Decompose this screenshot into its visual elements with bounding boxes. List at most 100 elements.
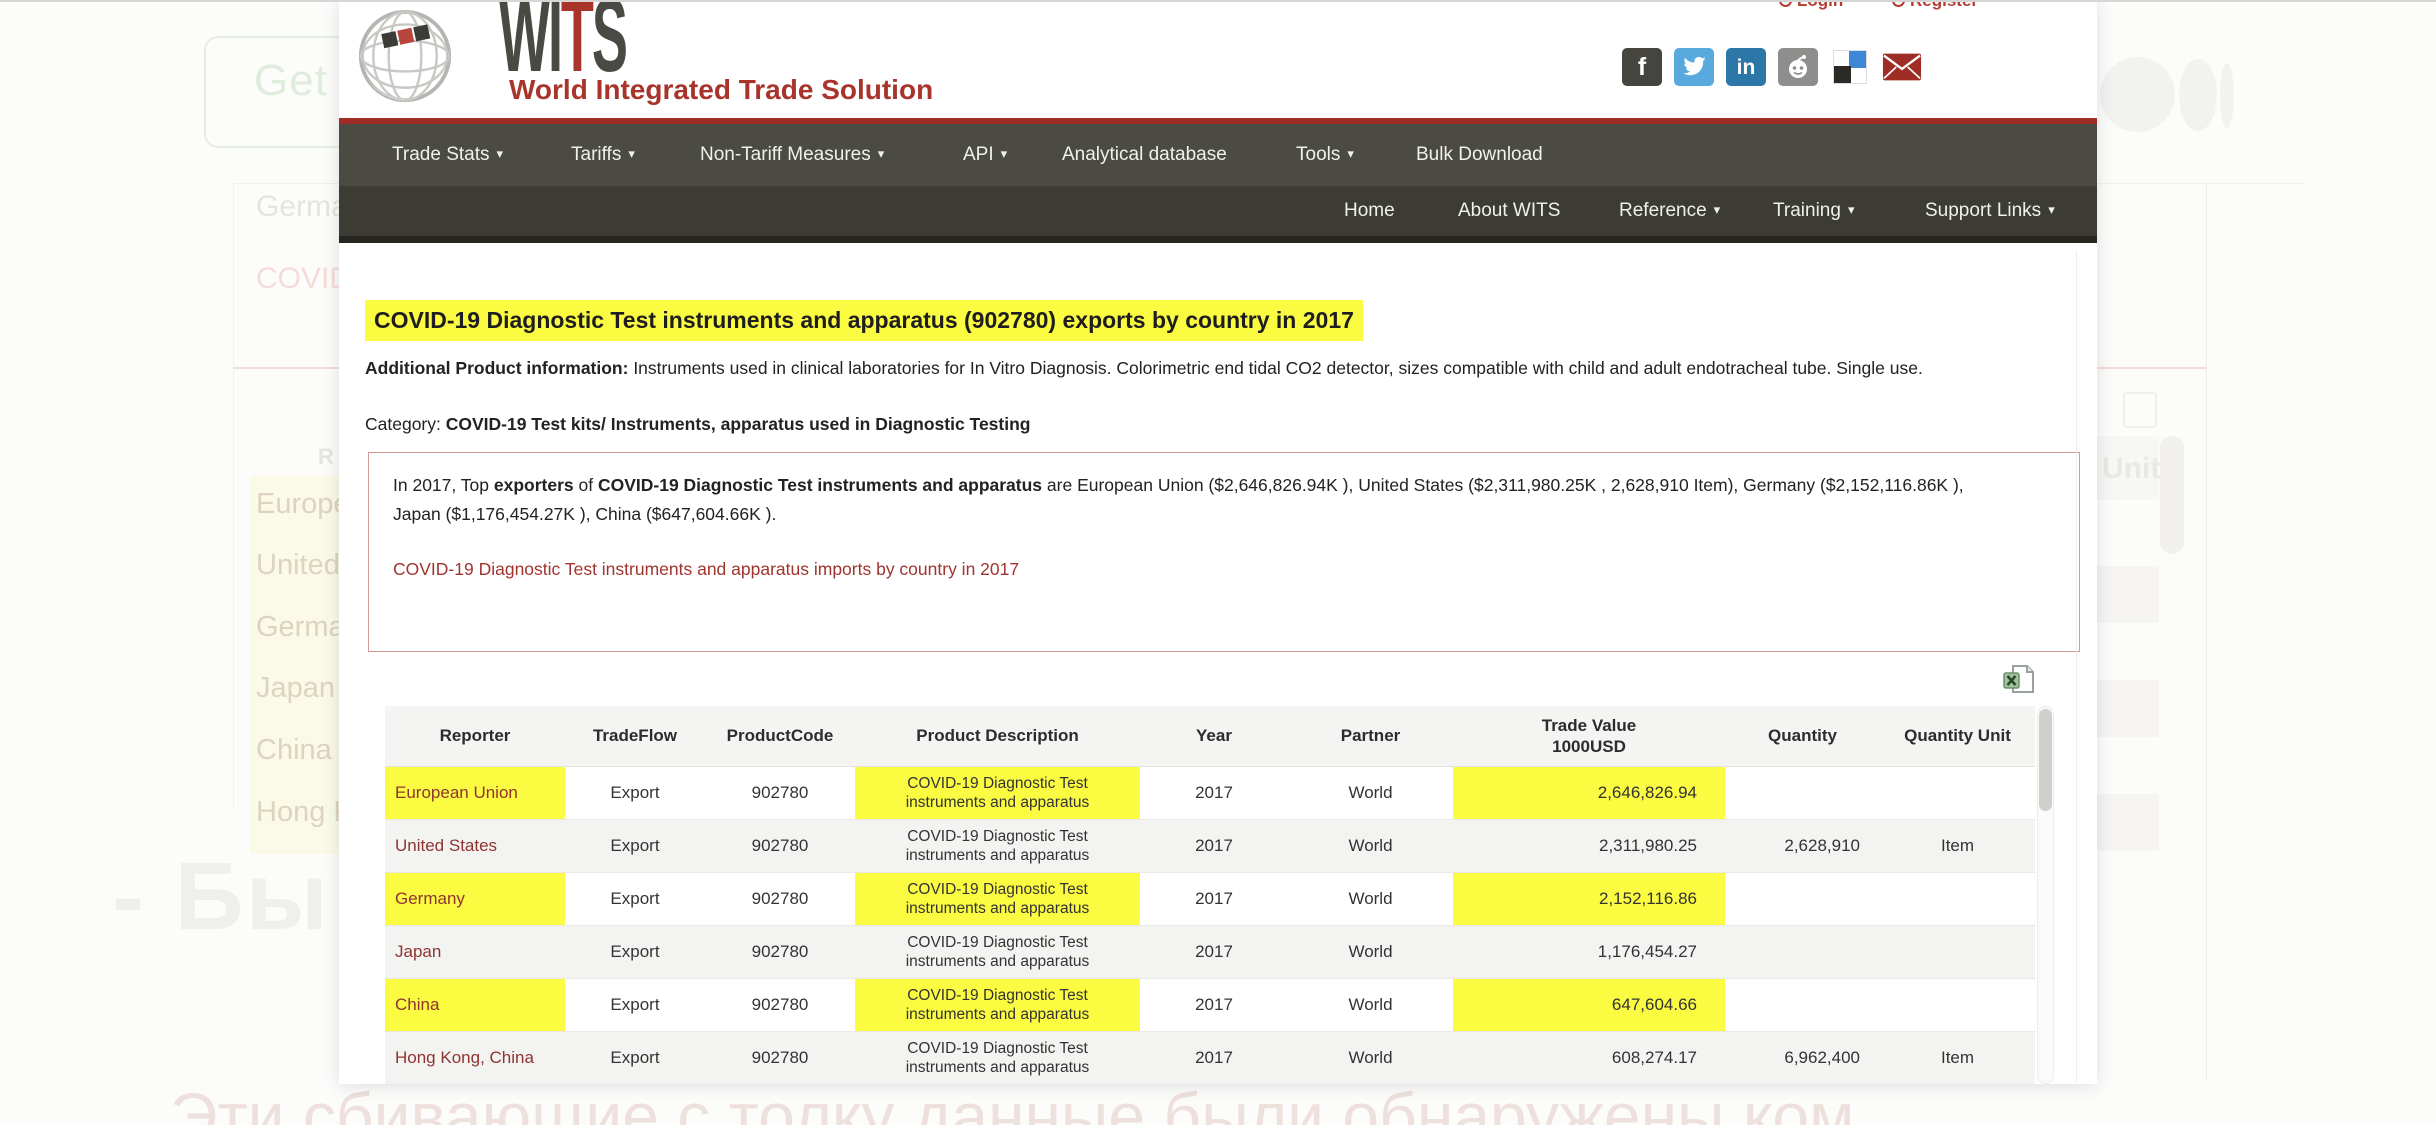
- cell-productcode: 902780: [705, 1031, 855, 1084]
- faded-big-heading: - Бы: [112, 843, 330, 950]
- table-row: European Union Export 902780 COVID-19 Diagn…: [385, 766, 2035, 820]
- register-link[interactable]: Register: [1892, 0, 1978, 11]
- category-label: Category:: [365, 414, 446, 434]
- primary-navbar: Trade Stats ▾ Tariffs ▾ Non-Tariff Measures ▾…: [339, 124, 2097, 186]
- cell-quantity: 2,628,910: [1725, 819, 1880, 873]
- cell-quantity: [1725, 766, 1880, 820]
- cell-description: COVID-19 Diagnostic Test instruments and…: [855, 925, 1140, 979]
- cell-partner: World: [1288, 872, 1453, 926]
- cell-year: 2017: [1140, 872, 1288, 926]
- scrollbar-thumb[interactable]: [2039, 709, 2052, 811]
- chevron-down-icon: ▾: [1713, 202, 1721, 217]
- cell-reporter[interactable]: European Union: [385, 766, 565, 820]
- wits-logo-text: WITS: [499, 0, 628, 94]
- secondary-navbar: Home About WITS Reference ▾ Training ▾ Support…: [339, 186, 2097, 243]
- table-header-row: Reporter TradeFlow ProductCode Product Desc…: [385, 706, 2035, 767]
- cell-quantityunit: [1880, 925, 2035, 979]
- wits-tagline: World Integrated Trade Solution: [509, 74, 934, 105]
- nav-item-about-wits[interactable]: About WITS: [1458, 200, 1561, 221]
- additional-info-label: Additional Product information:: [365, 358, 629, 378]
- email-icon[interactable]: [1882, 48, 1922, 86]
- table-scrollbar[interactable]: [2037, 706, 2054, 1084]
- login-link[interactable]: Login: [1779, 0, 1843, 11]
- cell-partner: World: [1288, 819, 1453, 873]
- delicious-icon[interactable]: [1830, 48, 1870, 86]
- nav-item-api[interactable]: API ▾: [963, 144, 1008, 165]
- nav-item-bulk-download[interactable]: Bulk Download: [1416, 144, 1543, 165]
- cell-description: COVID-19 Diagnostic Test instruments and…: [855, 1031, 1140, 1084]
- category-line: Category: COVID-19 Test kits/ Instrument…: [365, 414, 1030, 435]
- faded-country-fragment: Japan: [256, 672, 336, 704]
- login-icon: [1779, 0, 1792, 7]
- cell-reporter[interactable]: Germany: [385, 872, 565, 926]
- cell-reporter[interactable]: United States: [385, 819, 565, 873]
- column-header-5: Partner: [1288, 706, 1453, 767]
- additional-info-text: Instruments used in clinical laboratorie…: [628, 358, 1923, 378]
- table-row: Japan Export 902780 COVID-19 Diagnostic Tes…: [385, 925, 2035, 979]
- cell-quantityunit: [1880, 872, 2035, 926]
- faded-row-band: [2097, 566, 2159, 623]
- cell-partner: World: [1288, 1031, 1453, 1084]
- nav-item-non-tariff-measures[interactable]: Non-Tariff Measures ▾: [700, 144, 885, 165]
- cell-reporter[interactable]: Japan: [385, 925, 565, 979]
- faded-country-fragment: China: [256, 734, 332, 766]
- column-header-7: Quantity: [1725, 706, 1880, 767]
- cell-quantity: 6,962,400: [1725, 1031, 1880, 1084]
- reddit-icon[interactable]: [1778, 48, 1818, 86]
- additional-product-info: Additional Product information: Instrume…: [365, 356, 1965, 381]
- nav-item-trade-stats[interactable]: Trade Stats ▾: [392, 144, 504, 165]
- cell-reporter[interactable]: China: [385, 978, 565, 1032]
- cell-tradevalue: 2,311,980.25: [1453, 819, 1725, 873]
- chevron-down-icon: ▾: [1347, 146, 1354, 161]
- register-icon: [1892, 0, 1905, 7]
- facebook-icon[interactable]: f: [1622, 48, 1662, 86]
- excel-export-icon[interactable]: [2003, 664, 2035, 694]
- cell-year: 2017: [1140, 925, 1288, 979]
- summary-box: In 2017, Top exporters of COVID-19 Diagn…: [368, 452, 2080, 652]
- faded-unit-text: Unit: [2102, 452, 2161, 485]
- faded-blob-sliver: [2220, 63, 2234, 128]
- cell-tradevalue: 608,274.17: [1453, 1031, 1725, 1084]
- twitter-icon[interactable]: [1674, 48, 1714, 86]
- nav-item-training[interactable]: Training ▾: [1773, 200, 1855, 221]
- column-header-6: Trade Value 1000USD: [1453, 706, 1725, 767]
- table-row: United States Export 902780 COVID-19 Diagno…: [385, 819, 2035, 873]
- nav-item-tools[interactable]: Tools ▾: [1296, 144, 1354, 165]
- chevron-down-icon: ▾: [496, 146, 504, 161]
- table-row: Germany Export 902780 COVID-19 Diagnostic T…: [385, 872, 2035, 926]
- faded-country-fragment: Hong K: [256, 796, 353, 828]
- cell-productcode: 902780: [705, 978, 855, 1032]
- cell-year: 2017: [1140, 819, 1288, 873]
- wits-page-screenshot: Login Register WITS World Integrated Tra…: [339, 0, 2097, 1084]
- nav-item-analytical-database[interactable]: Analytical database: [1062, 144, 1227, 165]
- faded-blob-ellipse: [2179, 59, 2217, 131]
- chevron-down-icon: ▾: [1847, 202, 1855, 217]
- nav-item-home[interactable]: Home: [1344, 200, 1395, 221]
- chevron-down-icon: ▾: [628, 146, 635, 161]
- imports-by-country-link[interactable]: COVID-19 Diagnostic Test instruments and…: [393, 559, 1020, 579]
- cell-partner: World: [1288, 978, 1453, 1032]
- faded-row-band: [2097, 680, 2159, 737]
- cell-tradevalue: 2,152,116.86: [1453, 872, 1725, 926]
- cell-productcode: 902780: [705, 819, 855, 873]
- cell-description: COVID-19 Diagnostic Test instruments and…: [855, 766, 1140, 820]
- window-top-edge: [0, 0, 2436, 2]
- nav-item-tariffs[interactable]: Tariffs ▾: [571, 144, 635, 165]
- cell-quantity: [1725, 978, 1880, 1032]
- column-header-8: Quantity Unit: [1880, 706, 2035, 767]
- cell-productcode: 902780: [705, 925, 855, 979]
- faded-country-fragment: United: [256, 549, 340, 581]
- cell-year: 2017: [1140, 766, 1288, 820]
- cell-description: COVID-19 Diagnostic Test instruments and…: [855, 978, 1140, 1032]
- table-row: Hong Kong, China Export 902780 COVID-19 Dia…: [385, 1031, 2035, 1084]
- faded-row-band: [2097, 794, 2159, 851]
- linkedin-icon[interactable]: in: [1726, 48, 1766, 86]
- cell-quantityunit: [1880, 766, 2035, 820]
- nav-item-support-links[interactable]: Support Links ▾: [1925, 200, 2055, 221]
- cell-quantity: [1725, 925, 1880, 979]
- cell-tradeflow: Export: [565, 1031, 705, 1084]
- nav-item-reference[interactable]: Reference ▾: [1619, 200, 1721, 221]
- cell-reporter[interactable]: Hong Kong, China: [385, 1031, 565, 1084]
- table-row: China Export 902780 COVID-19 Diagnostic Tes…: [385, 978, 2035, 1032]
- cell-tradeflow: Export: [565, 819, 705, 873]
